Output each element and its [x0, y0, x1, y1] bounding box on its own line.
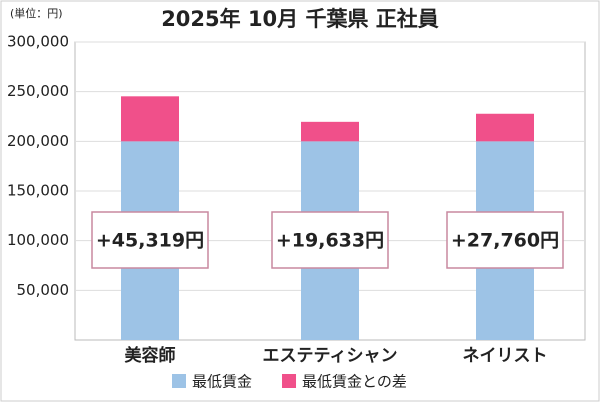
y-tick-label: 250,000	[7, 82, 69, 100]
legend-swatch	[282, 374, 297, 388]
y-tick-label: 300,000	[7, 33, 69, 51]
value-label: +45,319円	[96, 230, 204, 252]
bar-segment	[476, 113, 534, 142]
legend-label: 最低賃金との差	[302, 373, 407, 391]
value-label-box	[91, 211, 209, 269]
legend-label: 最低賃金	[192, 373, 252, 391]
value-label: +27,760円	[451, 230, 559, 252]
unit-label: (単位：円)	[10, 6, 63, 20]
bar-segment	[121, 96, 179, 142]
x-tick-label: エステティシャン	[263, 346, 398, 366]
value-label: +19,633円	[276, 230, 384, 252]
bar-segment	[301, 121, 359, 142]
y-tick-label: 150,000	[7, 182, 69, 200]
y-tick-label: 200,000	[7, 132, 69, 150]
x-tick-label: ネイリスト	[463, 346, 548, 366]
value-label-box	[271, 211, 389, 269]
legend-swatch	[172, 374, 186, 388]
value-label-box	[446, 211, 564, 269]
chart-title: 2025年 10月 千葉県 正社員	[161, 7, 439, 31]
y-tick-label: 100,000	[7, 231, 69, 249]
x-tick-label: 美容師	[125, 345, 176, 366]
y-tick-label: 50,000	[17, 281, 70, 299]
